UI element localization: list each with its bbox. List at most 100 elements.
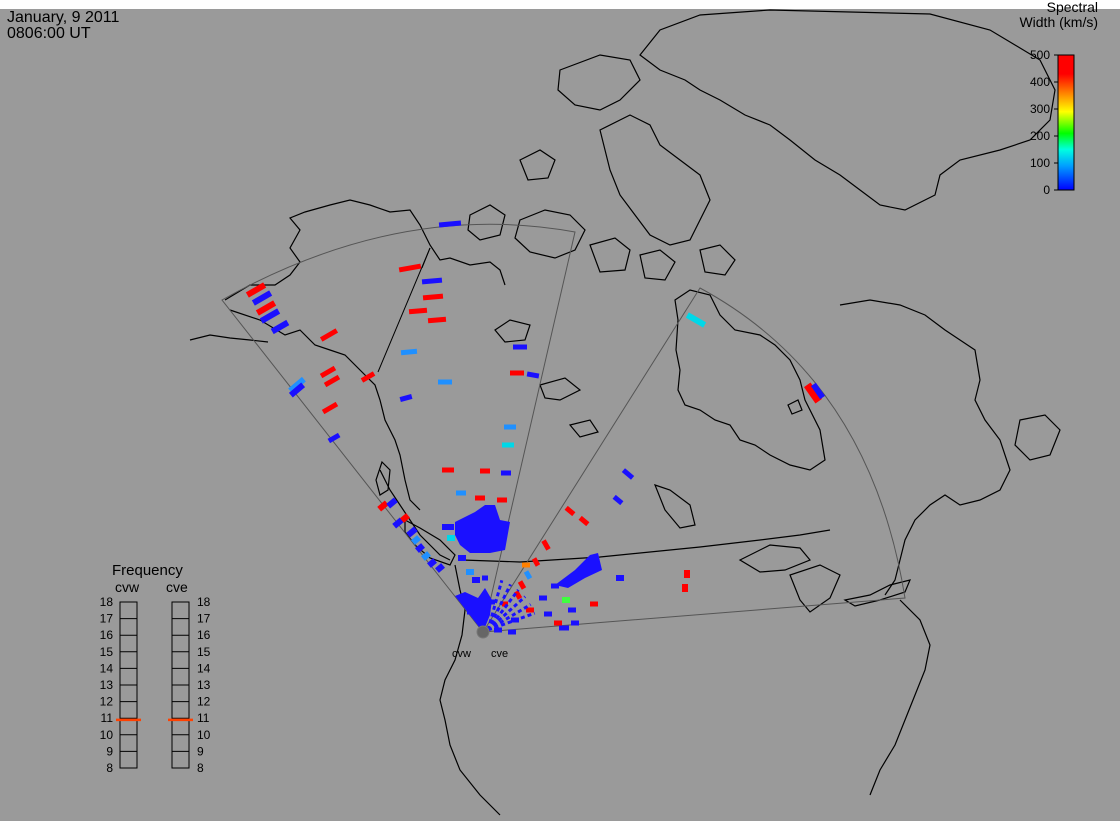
date-label: January, 9 2011: [7, 9, 120, 26]
frequency-tick-left: 11: [101, 711, 114, 725]
scatter-cell: [544, 611, 552, 617]
frequency-col-left: cvw: [115, 579, 140, 595]
scatter-cell: [399, 394, 413, 402]
scatter-cell: [442, 524, 454, 530]
scatter-cell: [682, 584, 688, 592]
colorbar-tick-label: 200: [1030, 129, 1050, 143]
frequency-tick-left: 12: [100, 695, 114, 709]
frequency-tick-right: 8: [197, 761, 204, 775]
colorbar-title-line1: Spectral: [1046, 0, 1098, 15]
scatter-blob-north: [455, 505, 510, 553]
scatter-cell: [245, 282, 267, 298]
scatter-blob-near-range: [455, 588, 492, 632]
scatter-cell: [513, 344, 527, 350]
scatter-cell: [415, 543, 425, 553]
scatter-cell: [497, 497, 507, 503]
colorbar-tick-label: 0: [1043, 183, 1050, 197]
scatter-cell: [466, 569, 474, 575]
frequency-tick-right: 14: [197, 661, 211, 675]
banks-island: [467, 204, 506, 241]
colorbar-title: Spectral Width (km/s): [1019, 0, 1098, 30]
scatter-beam-dash: [487, 603, 532, 632]
scatter-cell: [427, 316, 447, 324]
lake-athabasca: [568, 419, 599, 438]
scatter-cell: [327, 432, 341, 444]
scatter-cell: [475, 495, 485, 501]
scatter-cell: [562, 597, 570, 603]
frequency-tick-right: 15: [197, 645, 211, 659]
scatter-cell: [803, 382, 823, 404]
alaska-coastline: [224, 199, 506, 301]
frequency-tick-left: 10: [100, 728, 114, 742]
arctic-islands-3: [639, 249, 676, 281]
scatter-cell: [517, 580, 527, 590]
scatter-cell: [684, 570, 690, 578]
bc-coast: [379, 469, 451, 561]
frequency-tick-left: 17: [100, 612, 114, 626]
frequency-tick-left: 8: [106, 761, 113, 775]
frequency-tick-left: 14: [100, 661, 114, 675]
scatter-cell: [489, 599, 495, 605]
scatter-cell: [447, 535, 455, 541]
greenland-coastline: [639, 9, 1056, 211]
scatter-cell: [319, 365, 337, 379]
scatter-beam-dash: [487, 611, 536, 632]
scatter-cell: [319, 328, 339, 342]
hudson-bay: [674, 289, 826, 471]
scatter-beam-dash: [486, 588, 520, 631]
baffin-island: [599, 114, 711, 246]
scatter-cell: [438, 379, 452, 385]
scatter-cell: [411, 535, 421, 545]
colorbar: 500 400 300 200 100 0: [1030, 48, 1075, 197]
frequency-tick-right: 17: [197, 612, 211, 626]
beam-line-b: [421, 247, 431, 269]
colorbar-gradient: [1057, 54, 1075, 191]
frequency-title: Frequency: [112, 562, 183, 579]
colorbar-tick-label: 300: [1030, 102, 1050, 116]
scatter-cell: [386, 497, 398, 509]
fov-outlines: [221, 223, 906, 634]
scatter-cell: [421, 551, 431, 561]
scatter-cell: [288, 382, 306, 398]
james-bay-island: [787, 399, 803, 415]
scatter-cell: [255, 300, 277, 316]
frequency-grid: 18 18 17 17 16 16 15 15 14 14 13 13 12 12 11 11 10 10 9 9 8 8: [100, 595, 211, 775]
southampton-island: [699, 244, 736, 276]
border-49: [461, 529, 831, 563]
frequency-tick-right: 16: [197, 628, 211, 642]
arctic-islands-1: [519, 149, 556, 181]
lake-michigan-huron: [789, 564, 841, 613]
haida-gwaii: [375, 460, 391, 496]
colorbar-title-line2: Width (km/s): [1019, 14, 1098, 30]
scatter-cell: [321, 401, 339, 415]
scatter-cell: [482, 575, 488, 581]
scatter-cell: [360, 371, 376, 383]
lake-erie-ontario: [843, 579, 912, 607]
scatter-cell: [568, 607, 576, 613]
time-label: 0806:00 UT: [7, 25, 91, 42]
scatter-cell: [539, 595, 547, 601]
scatter-cell: [685, 312, 707, 328]
scatter-cell: [421, 277, 443, 285]
great-bear-lake: [494, 319, 531, 343]
scatter-cell: [438, 220, 462, 228]
scatter-cell: [323, 374, 341, 388]
frequency-tick-right: 11: [197, 711, 210, 725]
scatter-cell: [551, 583, 559, 589]
scatter-cell: [554, 620, 562, 626]
scatter-cell: [400, 348, 418, 356]
colorbar-ticks: 500 400 300 200 100 0: [1030, 48, 1058, 197]
scatter-cell: [427, 558, 437, 568]
scatter-cell: [472, 577, 480, 583]
radar-site-marker: [476, 625, 490, 639]
scatter-cell: [531, 557, 541, 567]
scatter-cell: [526, 607, 534, 613]
frequency-tick-left: 18: [100, 595, 114, 609]
frequency-tick-left: 16: [100, 628, 114, 642]
colorbar-tick-label: 400: [1030, 75, 1050, 89]
scatter-cell: [559, 625, 569, 631]
scatter-cell: [501, 470, 511, 476]
frequency-panel: Frequency cvw cve 18 18 17 17 16 16 15 15 14 14 13…: [100, 562, 211, 775]
timestamp: January, 9 2011 0806:00 UT: [7, 10, 119, 42]
